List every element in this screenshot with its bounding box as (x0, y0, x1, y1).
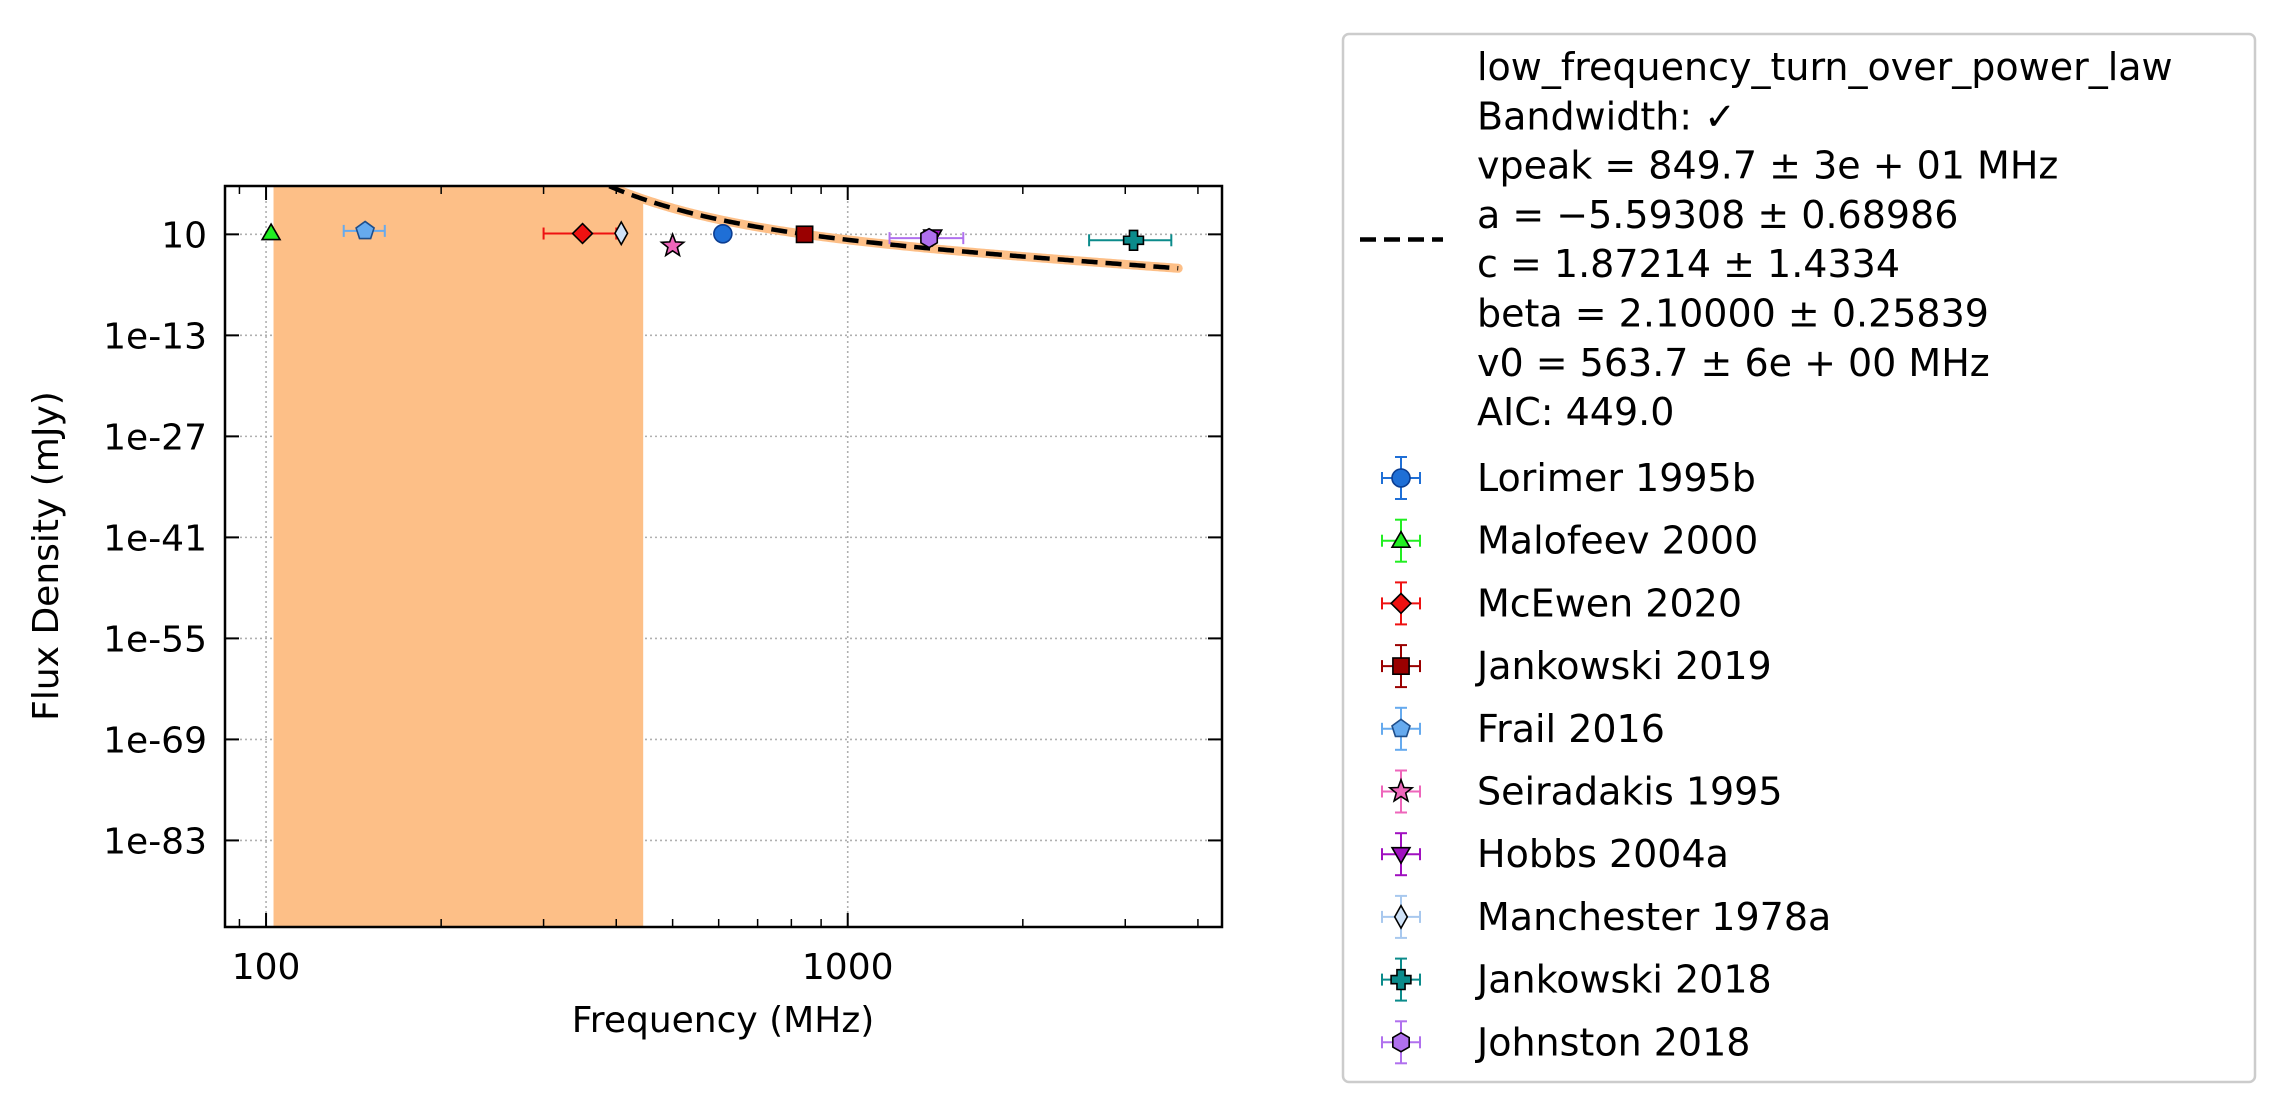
fit-shaded-region (273, 186, 644, 927)
legend-fit-line: beta = 2.10000 ± 0.25839 (1477, 292, 1989, 336)
axis-ticks: 100 1000 10 1e-13 1e-27 1e-41 1e-55 1e-69 1e-83 (103, 186, 1222, 988)
data-point (713, 223, 733, 244)
x-tick-label: 100 (232, 947, 301, 988)
data-points (260, 220, 1173, 258)
y-tick-label: 1e-41 (103, 518, 207, 559)
series-4 (342, 220, 386, 240)
legend-label: Manchester 1978a (1477, 895, 1831, 939)
legend-marker (1390, 846, 1412, 865)
legend-label: McEwen 2020 (1477, 581, 1742, 625)
fit-curve (603, 186, 1179, 271)
series-3 (795, 225, 814, 244)
legend-fit-line: a = −5.59308 ± 0.68986 (1477, 193, 1958, 237)
x-axis-label: Frequency (MHz) (572, 1000, 875, 1041)
legend-item: Johnston 2018 (1381, 1020, 1750, 1065)
legend-label: Lorimer 1995b (1477, 456, 1756, 500)
data-point (571, 222, 594, 245)
plot-area-frame (223, 184, 1224, 929)
legend-fit-line: low_frequency_turn_over_power_law (1477, 45, 2173, 89)
fit-shade (273, 186, 644, 927)
y-tick-label: 1e-55 (103, 619, 207, 660)
legend-label: Malofeev 2000 (1477, 519, 1758, 563)
legend-item: Frail 2016 (1381, 706, 1665, 751)
legend-fit-line: c = 1.87214 ± 1.4334 (1477, 242, 1900, 286)
legend-label: Seiradakis 1995 (1477, 770, 1783, 814)
legend: low_frequency_turn_over_power_law Bandwid… (1341, 32, 2257, 1084)
legend-item: Manchester 1978a (1381, 894, 1831, 939)
legend-item: Malofeev 2000 (1381, 518, 1758, 563)
legend-item: McEwen 2020 (1381, 581, 1742, 626)
data-point (795, 225, 814, 244)
legend-label: Hobbs 2004a (1477, 832, 1729, 876)
data-point (920, 227, 939, 249)
legend-marker (1390, 968, 1412, 991)
legend-label: Jankowski 2019 (1475, 644, 1772, 688)
legend-item: Hobbs 2004a (1381, 832, 1729, 877)
legend-marker (1392, 1031, 1410, 1053)
legend-fit-line: Bandwidth: ✓ (1477, 94, 1736, 138)
legend-marker (1391, 468, 1411, 488)
y-tick-label: 1e-83 (103, 821, 207, 862)
legend-item: Lorimer 1995b (1381, 456, 1756, 500)
legend-fit-entry: low_frequency_turn_over_power_law Bandwid… (1360, 45, 2173, 434)
y-axis-label: Flux Density (mJy) (26, 391, 67, 721)
legend-marker (1393, 904, 1409, 930)
legend-marker (1391, 718, 1411, 738)
data-point (355, 220, 376, 240)
legend-marker (1389, 592, 1413, 615)
legend-item: Jankowski 2018 (1381, 957, 1772, 1002)
legend-label: Johnston 2018 (1475, 1020, 1750, 1064)
series-7 (614, 220, 629, 247)
legend-fit-line: vpeak = 849.7 ± 3e + 01 MHz (1477, 144, 2058, 188)
y-tick-label: 1e-13 (103, 316, 207, 357)
y-tick-label: 10 (161, 215, 207, 256)
data-point (260, 222, 282, 241)
data-point (1122, 229, 1145, 251)
legend-label: Frail 2016 (1477, 707, 1665, 751)
legend-marker (1392, 657, 1410, 676)
data-point (614, 220, 629, 247)
legend-series-entries: Lorimer 1995b Malofeev 2000 McEwen 2020 Jan… (1381, 456, 1831, 1065)
y-tick-label: 1e-69 (103, 720, 207, 761)
series-0 (713, 223, 733, 244)
legend-label: Jankowski 2018 (1475, 958, 1772, 1002)
legend-frame (1341, 32, 2257, 1084)
series-8 (1088, 229, 1173, 251)
legend-item: Seiradakis 1995 (1381, 769, 1783, 814)
data-point (659, 231, 686, 258)
y-tick-label: 1e-27 (103, 417, 207, 458)
series-9 (888, 227, 965, 249)
legend-fit-line: AIC: 449.0 (1477, 390, 1674, 434)
legend-marker (1390, 530, 1412, 549)
x-tick-label: 1000 (802, 947, 894, 988)
series-1 (260, 222, 282, 241)
legend-fit-line: v0 = 563.7 ± 6e + 00 MHz (1477, 341, 1990, 385)
fit-curve-group (597, 186, 1183, 273)
series-5 (659, 231, 686, 258)
legend-marker (1387, 777, 1415, 803)
legend-item: Jankowski 2019 (1381, 644, 1772, 689)
